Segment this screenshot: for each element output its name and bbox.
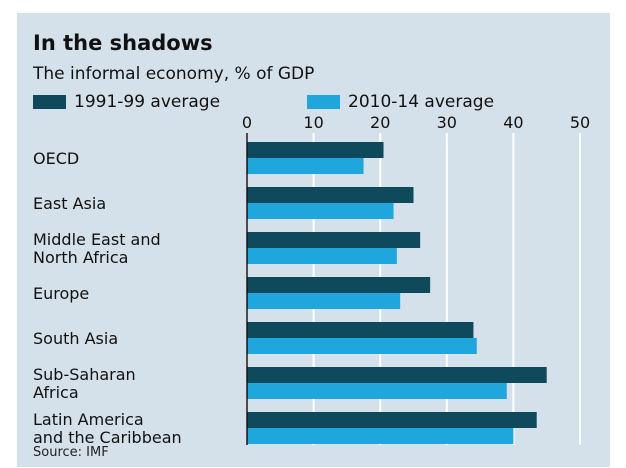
x-tick-label-20: 20 — [370, 113, 390, 132]
x-tick-label-0: 0 — [242, 113, 252, 132]
category-label-5-0: Sub-Saharan — [33, 365, 136, 384]
bar-1-2 — [247, 232, 421, 248]
category-label-6-0: Latin America — [33, 410, 144, 429]
x-tick-label-50: 50 — [570, 113, 590, 132]
bar-2-1 — [247, 203, 394, 219]
bar-2-4 — [247, 338, 477, 354]
category-label-2-0: Middle East and — [33, 230, 161, 249]
bar-1-5 — [247, 367, 547, 383]
bar-2-6 — [247, 428, 514, 444]
bar-chart-plot: 0 10 20 30 40 50 OECD East Asia Middle East andN… — [33, 113, 590, 447]
legend-swatch-series-1 — [33, 95, 66, 109]
x-tick-label-30: 30 — [437, 113, 457, 132]
legend-item-series-2: 2010-14 average — [307, 92, 494, 112]
bar-2-3 — [247, 293, 401, 309]
chart-title: In the shadows — [33, 31, 213, 55]
bar-2-0 — [247, 158, 364, 174]
legend-label-series-1: 1991-99 average — [74, 92, 221, 112]
bar-1-1 — [247, 187, 414, 203]
category-label-2-1: North Africa — [33, 248, 128, 267]
chart-panel: In the shadows The informal economy, % o… — [17, 13, 610, 467]
legend-swatch-series-2 — [307, 95, 340, 109]
source-note: Source: IMF — [33, 445, 109, 460]
chart-subtitle: The informal economy, % of GDP — [33, 64, 315, 84]
bar-1-0 — [247, 142, 384, 158]
category-label-1-0: East Asia — [33, 194, 106, 213]
category-label-3-0: Europe — [33, 284, 89, 303]
legend-item-series-1: 1991-99 average — [33, 92, 220, 112]
bar-2-5 — [247, 383, 507, 399]
bar-2-2 — [247, 248, 397, 264]
x-tick-label-40: 40 — [503, 113, 523, 132]
bar-1-6 — [247, 412, 537, 428]
x-tick-label-10: 10 — [303, 113, 323, 132]
category-label-6-1: and the Caribbean — [33, 428, 182, 447]
bar-1-3 — [247, 277, 431, 293]
legend-label-series-2: 2010-14 average — [348, 92, 495, 112]
category-label-4-0: South Asia — [33, 329, 118, 348]
category-label-5-1: Africa — [33, 383, 79, 402]
category-label-0-0: OECD — [33, 149, 79, 168]
bar-1-4 — [247, 322, 474, 338]
